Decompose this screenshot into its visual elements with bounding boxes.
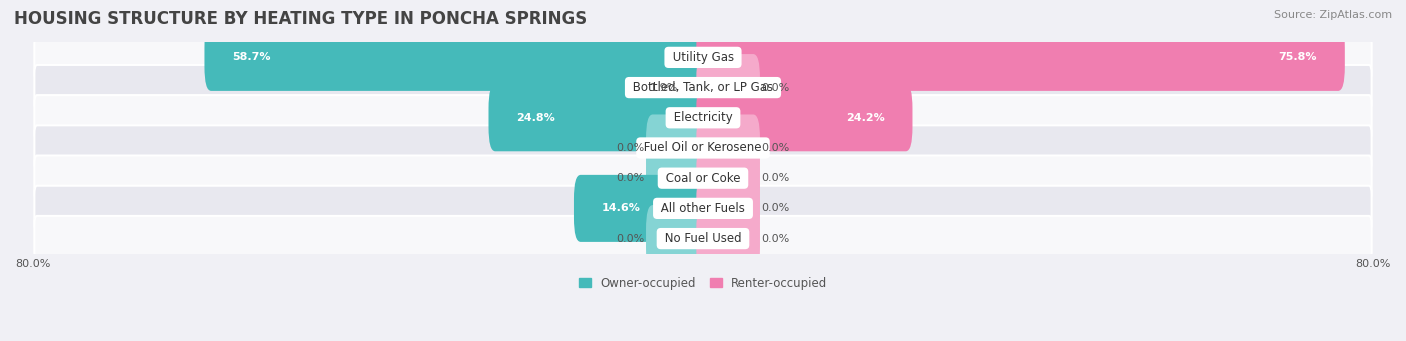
Text: 0.0%: 0.0% [762,234,790,243]
Text: Electricity: Electricity [669,111,737,124]
Text: No Fuel Used: No Fuel Used [661,232,745,245]
Legend: Owner-occupied, Renter-occupied: Owner-occupied, Renter-occupied [574,272,832,294]
FancyBboxPatch shape [574,175,710,242]
Text: 0.0%: 0.0% [762,83,790,92]
Text: Bottled, Tank, or LP Gas: Bottled, Tank, or LP Gas [628,81,778,94]
FancyBboxPatch shape [34,65,1372,110]
Text: 75.8%: 75.8% [1278,53,1317,62]
FancyBboxPatch shape [645,205,710,272]
FancyBboxPatch shape [34,216,1372,261]
Text: Coal or Coke: Coal or Coke [662,172,744,185]
FancyBboxPatch shape [645,145,710,212]
FancyBboxPatch shape [204,24,710,91]
FancyBboxPatch shape [696,175,761,242]
Text: 14.6%: 14.6% [602,203,641,213]
FancyBboxPatch shape [696,84,912,151]
FancyBboxPatch shape [34,95,1372,140]
Text: Source: ZipAtlas.com: Source: ZipAtlas.com [1274,10,1392,20]
FancyBboxPatch shape [34,35,1372,80]
FancyBboxPatch shape [696,54,761,121]
Text: 0.0%: 0.0% [762,203,790,213]
Text: 0.0%: 0.0% [762,173,790,183]
FancyBboxPatch shape [34,155,1372,201]
FancyBboxPatch shape [696,115,761,181]
Text: 0.0%: 0.0% [762,143,790,153]
Text: 0.0%: 0.0% [616,173,644,183]
FancyBboxPatch shape [696,24,1344,91]
Text: 0.0%: 0.0% [616,143,644,153]
FancyBboxPatch shape [34,186,1372,231]
FancyBboxPatch shape [34,125,1372,170]
Text: 24.2%: 24.2% [846,113,884,123]
Text: All other Fuels: All other Fuels [657,202,749,215]
Text: 58.7%: 58.7% [232,53,270,62]
FancyBboxPatch shape [696,205,761,272]
Text: Fuel Oil or Kerosene: Fuel Oil or Kerosene [640,142,766,154]
Text: 24.8%: 24.8% [516,113,555,123]
FancyBboxPatch shape [488,84,710,151]
Text: 0.0%: 0.0% [616,234,644,243]
Text: 1.9%: 1.9% [651,83,679,92]
FancyBboxPatch shape [681,54,710,121]
Text: Utility Gas: Utility Gas [669,51,737,64]
FancyBboxPatch shape [696,145,761,212]
Text: HOUSING STRUCTURE BY HEATING TYPE IN PONCHA SPRINGS: HOUSING STRUCTURE BY HEATING TYPE IN PON… [14,10,588,28]
FancyBboxPatch shape [645,115,710,181]
